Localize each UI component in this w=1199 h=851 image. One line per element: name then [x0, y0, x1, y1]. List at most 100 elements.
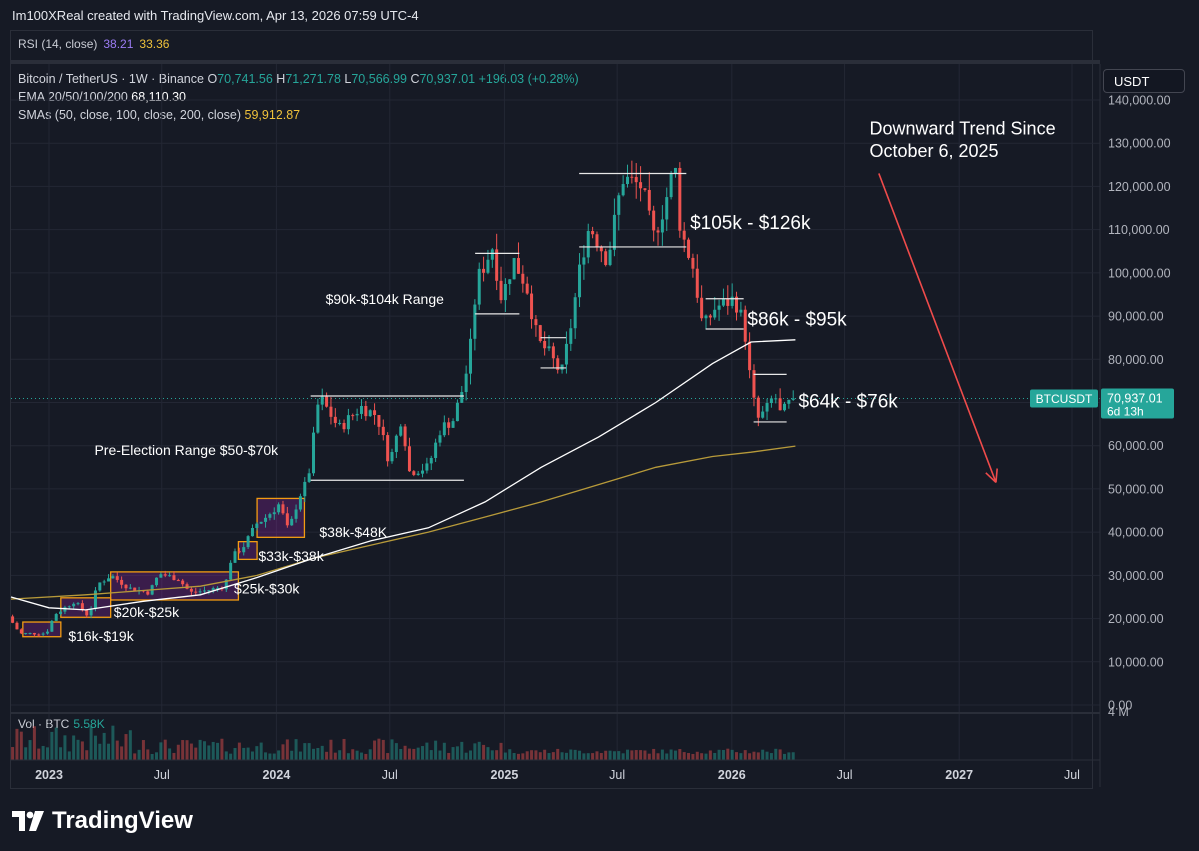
candle-body — [407, 446, 411, 472]
candle-body — [752, 370, 756, 398]
volume-bar — [246, 747, 250, 760]
candle-body — [11, 616, 15, 623]
volume-bar — [172, 752, 176, 760]
candle-body — [67, 606, 71, 608]
time-tick-label: Jul — [609, 768, 625, 782]
volume-bar — [451, 747, 455, 760]
volume-bar — [743, 750, 747, 760]
volume-bar — [298, 751, 302, 760]
rsi-legend: RSI (14, close) 38.21 33.36 — [18, 37, 169, 51]
volume-bar — [50, 731, 54, 760]
volume-bar — [560, 752, 564, 760]
volume-bar — [521, 753, 525, 760]
volume-bar — [250, 751, 254, 760]
volume-bar — [412, 748, 416, 760]
volume-bar — [333, 752, 337, 760]
candle-body — [72, 603, 76, 607]
candle-body — [237, 551, 241, 553]
candle-body — [647, 189, 651, 211]
candle-body — [185, 584, 189, 589]
candle-body — [172, 575, 176, 581]
candle-body — [604, 251, 608, 265]
currency-button[interactable]: USDT — [1103, 69, 1185, 93]
volume-label: Vol · BTC — [18, 717, 70, 731]
time-tick-label: Jul — [1064, 768, 1080, 782]
price-tag-symbol-box — [1030, 389, 1098, 408]
volume-bar — [63, 735, 67, 760]
sma-label: SMAs (50, close, 100, close, 200, close) — [18, 108, 242, 122]
candle-body — [551, 346, 555, 359]
candle-body — [739, 309, 743, 313]
candle-body — [787, 399, 791, 404]
candle-body — [381, 426, 385, 436]
candle-body — [346, 415, 350, 430]
volume-bar — [434, 740, 438, 760]
sma-value: 59,912.87 — [244, 108, 301, 122]
volume-bar — [782, 753, 786, 760]
volume-bar — [669, 749, 673, 760]
volume-bar — [168, 748, 172, 760]
sma-legend: SMAs (50, close, 100, close, 200, close)… — [18, 108, 300, 122]
candle-body — [168, 575, 172, 577]
price-tick-label: 30,000.00 — [1108, 569, 1164, 583]
time-tick-label: Jul — [382, 768, 398, 782]
volume-bar — [19, 731, 23, 760]
candle-body — [495, 249, 499, 281]
candle-body — [368, 410, 372, 417]
volume-bar — [381, 739, 385, 760]
volume-bar — [128, 730, 132, 760]
price-tick-label: 130,000.00 — [1108, 137, 1171, 151]
volume-bar — [407, 748, 411, 760]
volume-bar — [469, 750, 473, 760]
time-tick-label: 2024 — [262, 768, 290, 782]
trend-arrow-head — [985, 472, 997, 484]
volume-bar — [325, 751, 329, 760]
volume-bar — [582, 753, 586, 760]
candle-body — [625, 176, 629, 185]
candle-body — [499, 280, 503, 301]
ohlc-open: O70,741.56 — [207, 72, 273, 86]
volume-bar — [41, 745, 45, 760]
price-tick-label: 0.00 — [1108, 699, 1132, 713]
candle-body — [24, 633, 28, 635]
volume-bar — [316, 747, 320, 760]
candle-body — [521, 273, 525, 284]
volume-bar — [185, 740, 189, 760]
candle-body — [756, 397, 760, 418]
time-tick-label: Jul — [154, 768, 170, 782]
candle-body — [564, 343, 568, 365]
candle-body — [682, 230, 686, 240]
candle-body — [107, 578, 111, 582]
volume-bar — [739, 753, 743, 760]
candle-body — [89, 608, 93, 616]
candle-body — [730, 296, 734, 306]
volume-bar — [516, 753, 520, 760]
pane-divider[interactable] — [11, 60, 1100, 64]
volume-bar — [181, 740, 185, 760]
volume-bar — [460, 741, 464, 760]
candle-body — [412, 471, 416, 475]
volume-bar — [176, 744, 180, 760]
volume-bar — [390, 739, 394, 760]
symbol-legend: Bitcoin / TetherUS · 1W · Binance O70,74… — [18, 72, 579, 86]
chart-annotation: $105k - $126k — [690, 213, 811, 234]
candle-body — [399, 426, 403, 436]
volume-bar — [625, 749, 629, 760]
volume-bar — [303, 743, 307, 760]
candle-body — [15, 622, 19, 630]
volume-bar — [634, 750, 638, 760]
range-box-label: $33k-$38k — [258, 548, 324, 564]
candle-body — [403, 426, 407, 447]
volume-bar — [591, 753, 595, 760]
price-tick-label: 120,000.00 — [1108, 180, 1171, 194]
volume-bar — [281, 744, 285, 760]
volume-bar — [24, 747, 28, 760]
candle-body — [312, 432, 316, 474]
candle-body — [181, 580, 185, 585]
candle-body — [259, 521, 263, 524]
candle-body — [59, 611, 63, 615]
volume-bar — [687, 753, 691, 760]
sma-line — [10, 445, 796, 600]
time-tick-label: Jul — [837, 768, 853, 782]
